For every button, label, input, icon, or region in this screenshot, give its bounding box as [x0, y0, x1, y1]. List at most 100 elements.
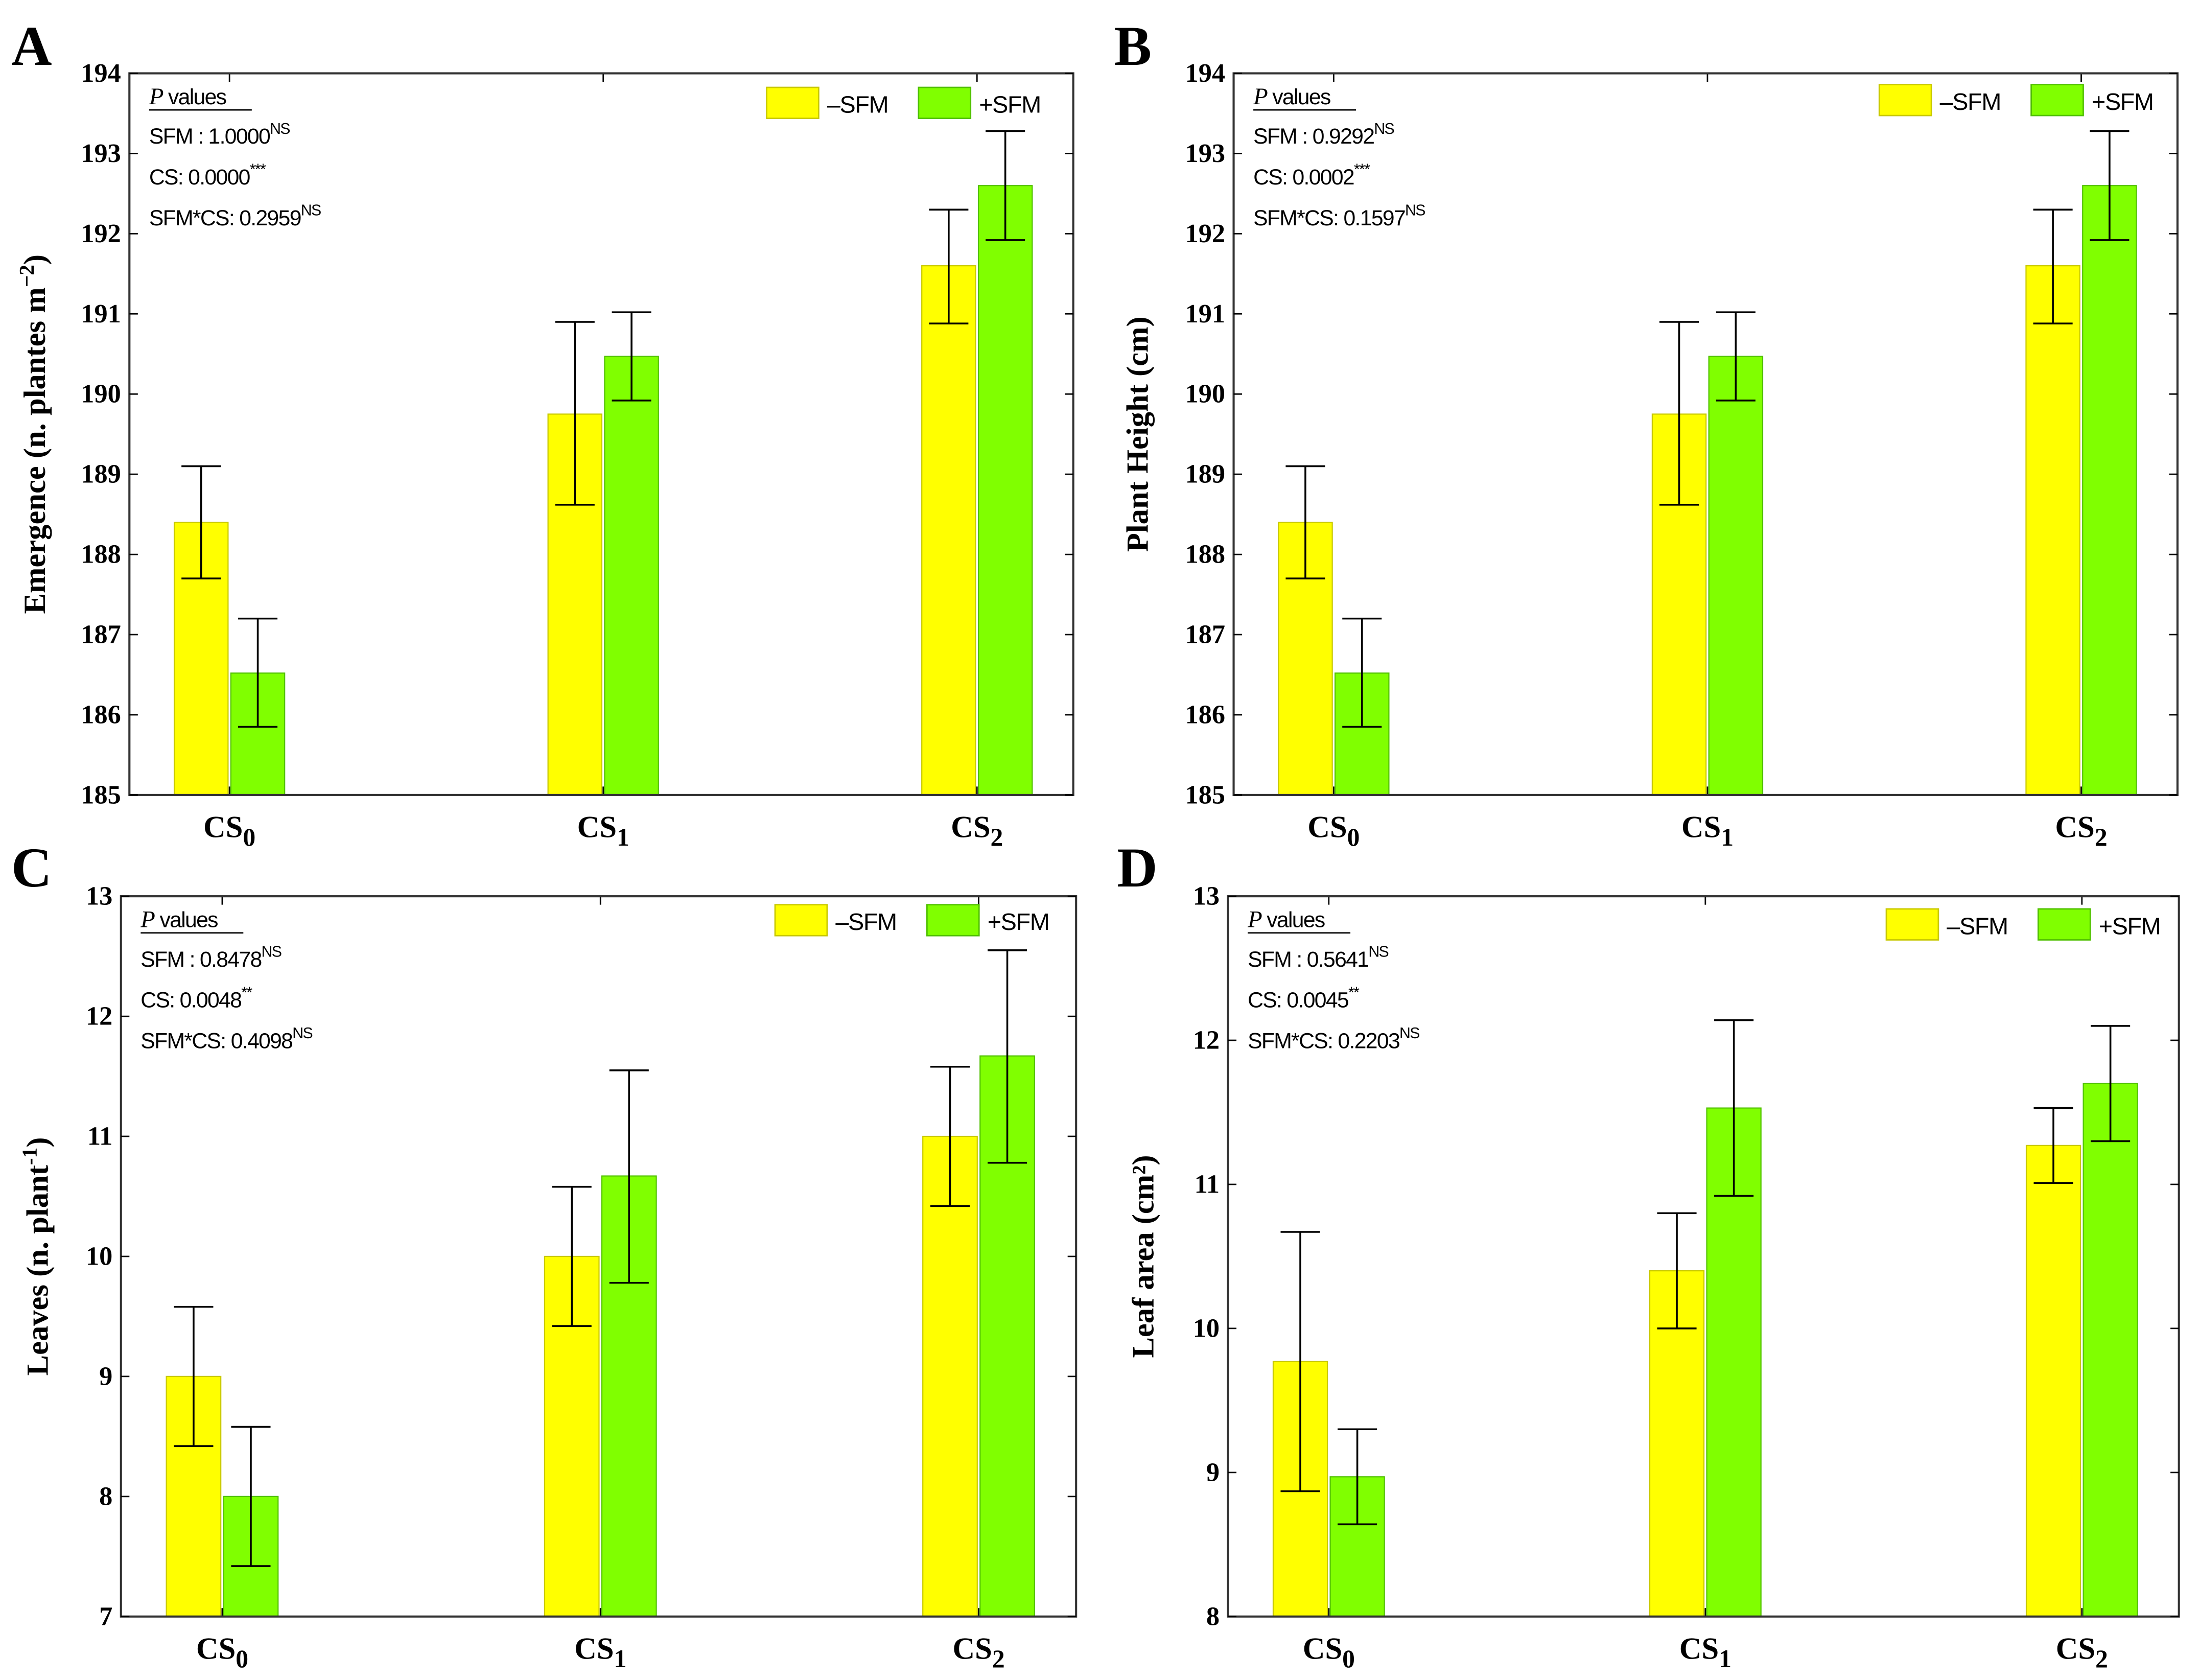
- y-axis-label-text: Emergence (n. plantes m: [18, 287, 52, 614]
- error-bar: [231, 1426, 271, 1567]
- y-axis-label: Emergence (n. plantes m−2): [15, 254, 52, 614]
- bar-minus-sfm: [922, 1135, 978, 1617]
- y-tick-label: 185: [81, 780, 121, 809]
- y-tick-label: 12: [86, 1001, 112, 1031]
- p-values-title-rest: values: [163, 85, 226, 109]
- y-axis-label: Leaves (n. plant-1): [18, 1137, 55, 1376]
- p-value-line: SFM : 0.5641NS: [1248, 944, 1388, 972]
- x-tick-label-base: CS: [574, 1631, 614, 1666]
- p-value-significance: ***: [250, 161, 266, 178]
- p-value-significance: NS: [1399, 1025, 1419, 1042]
- x-tick-label-subscript: 1: [1721, 823, 1734, 851]
- legend-swatch: [2030, 84, 2084, 116]
- p-values-title-italic: P: [1247, 906, 1262, 933]
- p-values-title-rest: values: [1267, 85, 1330, 109]
- y-tick-label: 10: [1193, 1313, 1220, 1343]
- error-bar: [555, 321, 595, 506]
- y-tick-label: 8: [1206, 1601, 1220, 1631]
- error-bar: [1657, 1212, 1697, 1329]
- y-axis-label-superscript: -1: [18, 1148, 41, 1165]
- p-values-title-italic: P: [1253, 83, 1268, 110]
- p-value-text: CS: 0.0002: [1253, 165, 1354, 190]
- y-tick-label: 192: [1185, 219, 1225, 248]
- panel-label: D: [1117, 836, 1158, 899]
- x-tick-label-base: CS: [196, 1631, 236, 1666]
- p-value-text: SFM : 0.5641: [1248, 947, 1368, 972]
- p-value-text: SFM : 0.8478: [141, 947, 261, 972]
- error-bar: [929, 208, 969, 324]
- x-tick-label-subscript: 1: [617, 823, 629, 851]
- p-value-text: CS: 0.0000: [149, 165, 250, 190]
- legend-label: +SFM: [988, 908, 1049, 935]
- error-bar: [1338, 1428, 1377, 1526]
- legend-label: +SFM: [2092, 88, 2154, 115]
- y-tick-label: 193: [1185, 138, 1225, 168]
- p-value-line: CS: 0.0045**: [1248, 984, 1360, 1012]
- p-values-title-rest: values: [1261, 908, 1325, 932]
- p-value-text: SFM*CS: 0.2959: [149, 206, 301, 230]
- error-bar: [1716, 311, 1756, 402]
- y-tick-label: 193: [81, 138, 121, 168]
- p-value-significance: NS: [292, 1025, 312, 1042]
- p-value-text: SFM : 1.0000: [149, 124, 270, 149]
- x-tick-label-subscript: 0: [1347, 823, 1360, 851]
- y-tick-label: 10: [86, 1241, 112, 1271]
- x-tick-label: CS2: [952, 1631, 1004, 1673]
- x-tick-label-base: CS: [203, 810, 243, 844]
- p-value-text: CS: 0.0045: [1248, 988, 1348, 1013]
- y-tick-label: 187: [1185, 620, 1225, 649]
- x-tick-label-base: CS: [951, 810, 990, 844]
- legend-label: –SFM: [835, 908, 896, 935]
- error-bar: [986, 130, 1025, 241]
- p-value-line: CS: 0.0000***: [149, 161, 266, 190]
- x-tick-label-base: CS: [1679, 1631, 1719, 1666]
- p-value-line: SFM : 0.9292NS: [1253, 121, 1394, 149]
- p-value-line: SFM*CS: 0.2203NS: [1248, 1025, 1419, 1053]
- y-tick-label: 190: [81, 379, 121, 409]
- y-tick-label: 13: [1193, 881, 1220, 911]
- bar-minus-sfm: [921, 265, 976, 796]
- error-bar: [1342, 617, 1382, 728]
- p-value-line: SFM*CS: 0.4098NS: [141, 1025, 312, 1053]
- y-tick-label: 11: [1195, 1170, 1220, 1199]
- x-tick-label-base: CS: [577, 810, 617, 844]
- y-axis-label: Leaf area (cm²): [1127, 1155, 1161, 1358]
- x-tick-label: CS0: [1307, 810, 1360, 851]
- panel-label: A: [11, 15, 52, 77]
- bar-plus-sfm: [1708, 356, 1764, 796]
- y-tick-label: 186: [1185, 699, 1225, 729]
- x-tick-label-subscript: 0: [243, 823, 255, 851]
- error-bar: [238, 617, 278, 728]
- p-value-significance: NS: [262, 944, 282, 961]
- legend-swatch: [774, 904, 828, 937]
- error-bar: [552, 1185, 592, 1327]
- x-tick-label-subscript: 1: [1719, 1645, 1731, 1673]
- bar-plus-sfm: [2082, 1083, 2138, 1617]
- error-bar: [174, 1305, 214, 1447]
- p-value-significance: **: [241, 984, 252, 1001]
- p-value-text: SFM : 0.9292: [1253, 124, 1374, 149]
- y-axis-label-tail: ): [18, 254, 52, 265]
- legend-swatch: [1885, 908, 1939, 941]
- x-tick-label-base: CS: [1307, 810, 1347, 844]
- p-value-significance: ***: [1354, 161, 1370, 178]
- x-tick-label-subscript: 1: [614, 1645, 627, 1673]
- p-value-line: SFM*CS: 0.1597NS: [1253, 202, 1425, 230]
- x-tick-label-subscript: 2: [2095, 1645, 2108, 1673]
- y-axis-label-text: Leaf area (cm²): [1127, 1155, 1161, 1358]
- error-bar: [2091, 1025, 2131, 1142]
- legend-label: +SFM: [2099, 913, 2161, 939]
- p-value-significance: NS: [301, 202, 321, 219]
- y-axis-label: Plant Height (cm): [1121, 316, 1155, 552]
- y-tick-label: 185: [1185, 780, 1225, 809]
- x-tick-label: CS1: [574, 1631, 626, 1673]
- error-bar: [2090, 130, 2129, 241]
- p-value-text: SFM*CS: 0.4098: [141, 1029, 292, 1053]
- x-tick-label-subscript: 0: [236, 1645, 248, 1673]
- y-tick-label: 7: [99, 1601, 112, 1631]
